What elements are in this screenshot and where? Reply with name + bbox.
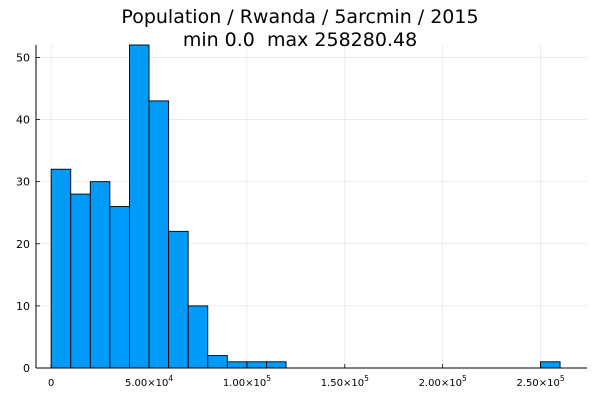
tick-labels: 0 10 20 30 40 50 0 5.00×104 1.00×105 1.50×105 2.00… [16, 51, 565, 389]
y-tick-label: 30 [16, 176, 30, 189]
histogram-bar [109, 206, 130, 369]
x-tick-label: 5.00×104 [125, 374, 173, 389]
x-tick-label: 2.50×105 [516, 374, 564, 389]
histogram-bars [50, 44, 561, 369]
histogram-bar [168, 230, 189, 369]
histogram-bar [207, 355, 228, 369]
histogram-bar [70, 193, 91, 369]
x-tick-label: 2.00×105 [419, 374, 467, 389]
histogram-bar [89, 181, 111, 369]
histogram-bar [129, 44, 150, 369]
histogram-bar [246, 361, 267, 369]
x-tick-label: 1.50×105 [321, 374, 369, 389]
histogram-bar [50, 168, 72, 369]
y-tick-label: 50 [16, 51, 30, 64]
y-tick-label: 0 [23, 362, 30, 375]
y-tick-label: 10 [16, 300, 30, 313]
histogram-bar [226, 361, 248, 369]
histogram-bar [148, 100, 170, 369]
x-tick-label: 1.00×105 [223, 374, 271, 389]
axes [35, 45, 587, 369]
x-tick-label: 0 [48, 378, 54, 389]
histogram-bar [540, 361, 561, 369]
chart-title-line-1: Population / Rwanda / 5arcmin / 2015 [121, 6, 479, 28]
histogram-bar [266, 361, 287, 369]
chart-title-line-2: min 0.0 max 258280.48 [182, 29, 418, 51]
y-tick-label: 40 [16, 114, 30, 127]
y-tick-label: 20 [16, 238, 30, 251]
histogram-bar [187, 305, 209, 369]
